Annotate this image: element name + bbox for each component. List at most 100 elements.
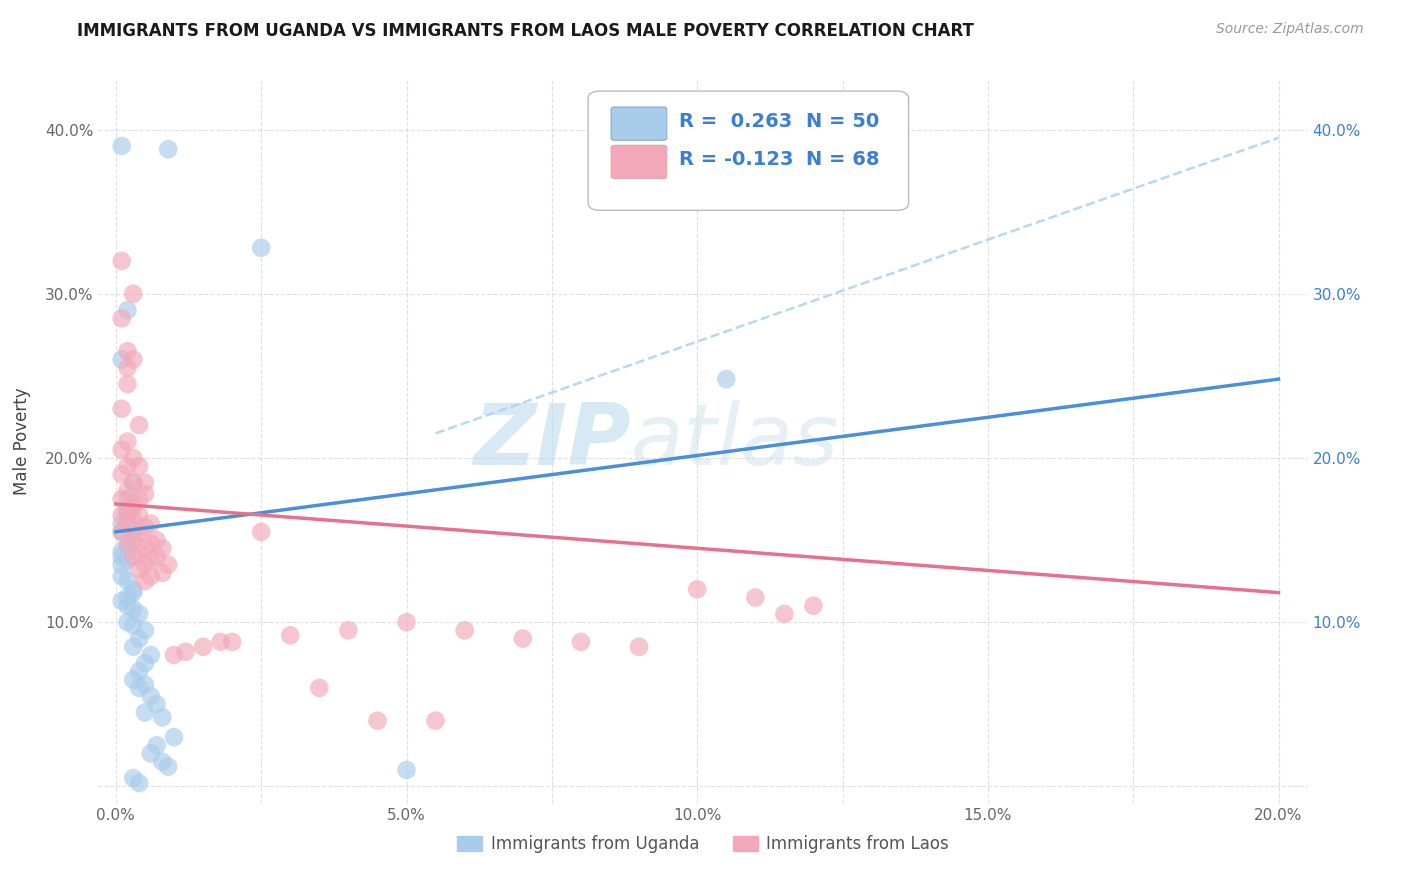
Point xyxy=(122,771,145,785)
Point xyxy=(128,607,150,621)
Point xyxy=(139,648,162,662)
Point xyxy=(716,372,738,386)
Point xyxy=(250,241,273,255)
Point xyxy=(117,434,139,449)
Point xyxy=(122,497,145,511)
Y-axis label: Male Poverty: Male Poverty xyxy=(13,388,31,495)
Point xyxy=(134,706,156,720)
Point xyxy=(111,467,134,482)
Point xyxy=(139,516,162,531)
Point xyxy=(139,689,162,703)
Point xyxy=(122,549,145,564)
Point xyxy=(111,352,134,367)
Point xyxy=(122,500,145,515)
Point xyxy=(395,763,418,777)
Point xyxy=(174,645,197,659)
Text: Source: ZipAtlas.com: Source: ZipAtlas.com xyxy=(1216,22,1364,37)
Point xyxy=(157,760,180,774)
Point xyxy=(122,602,145,616)
Point xyxy=(122,513,145,527)
Point xyxy=(134,574,156,588)
Point xyxy=(122,352,145,367)
Point xyxy=(209,635,232,649)
Point xyxy=(111,516,134,531)
Point xyxy=(117,516,139,531)
Point xyxy=(134,487,156,501)
Point xyxy=(773,607,796,621)
Point xyxy=(128,665,150,679)
Point xyxy=(122,286,145,301)
Point xyxy=(117,491,139,506)
Point xyxy=(128,459,150,474)
Point xyxy=(139,747,162,761)
Point xyxy=(139,553,162,567)
Legend: Immigrants from Uganda, Immigrants from Laos: Immigrants from Uganda, Immigrants from … xyxy=(451,828,955,860)
Point xyxy=(111,569,134,583)
Point xyxy=(122,533,145,547)
Text: atlas: atlas xyxy=(630,400,838,483)
Point xyxy=(128,508,150,523)
Point xyxy=(157,558,180,572)
Point xyxy=(128,418,150,433)
Point xyxy=(134,624,156,638)
Point xyxy=(111,558,134,572)
Point xyxy=(117,344,139,359)
Point xyxy=(803,599,825,613)
Point xyxy=(117,553,139,567)
Point xyxy=(128,546,150,560)
Point xyxy=(250,524,273,539)
Point xyxy=(150,566,173,580)
Point xyxy=(512,632,534,646)
Point xyxy=(111,524,134,539)
Point xyxy=(111,594,134,608)
Point xyxy=(122,475,145,490)
Point xyxy=(117,503,139,517)
Point xyxy=(117,303,139,318)
Point xyxy=(134,541,156,556)
Text: N = 68: N = 68 xyxy=(806,150,879,169)
Point xyxy=(117,574,139,588)
Point xyxy=(128,632,150,646)
Point xyxy=(150,541,173,556)
Text: ZIP: ZIP xyxy=(472,400,630,483)
Point xyxy=(163,730,186,744)
Text: R =  0.263: R = 0.263 xyxy=(679,112,792,131)
Point xyxy=(128,776,150,790)
Point xyxy=(117,459,139,474)
Point xyxy=(122,475,145,490)
Point xyxy=(128,524,150,539)
Point xyxy=(117,591,139,605)
Point xyxy=(163,648,186,662)
Point xyxy=(128,491,150,506)
Point xyxy=(111,491,134,506)
Point xyxy=(122,450,145,465)
Point xyxy=(117,599,139,613)
Point xyxy=(139,569,162,583)
Point xyxy=(111,139,134,153)
Point xyxy=(628,640,651,654)
Point xyxy=(308,681,330,695)
Point xyxy=(145,549,167,564)
FancyBboxPatch shape xyxy=(612,145,666,178)
Point xyxy=(134,558,156,572)
Point xyxy=(111,311,134,326)
Point xyxy=(111,401,134,416)
Point xyxy=(157,142,180,156)
Point xyxy=(111,549,134,564)
Point xyxy=(395,615,418,630)
Point xyxy=(221,635,243,649)
Point xyxy=(122,640,145,654)
Point xyxy=(122,585,145,599)
Point xyxy=(117,508,139,523)
Point xyxy=(191,640,214,654)
Point xyxy=(150,755,173,769)
Point xyxy=(122,618,145,632)
Point xyxy=(425,714,447,728)
Point xyxy=(117,615,139,630)
Point xyxy=(569,635,592,649)
Point xyxy=(128,563,150,577)
Text: R = -0.123: R = -0.123 xyxy=(679,150,793,169)
Point xyxy=(134,475,156,490)
Point xyxy=(111,442,134,457)
Point xyxy=(122,530,145,544)
